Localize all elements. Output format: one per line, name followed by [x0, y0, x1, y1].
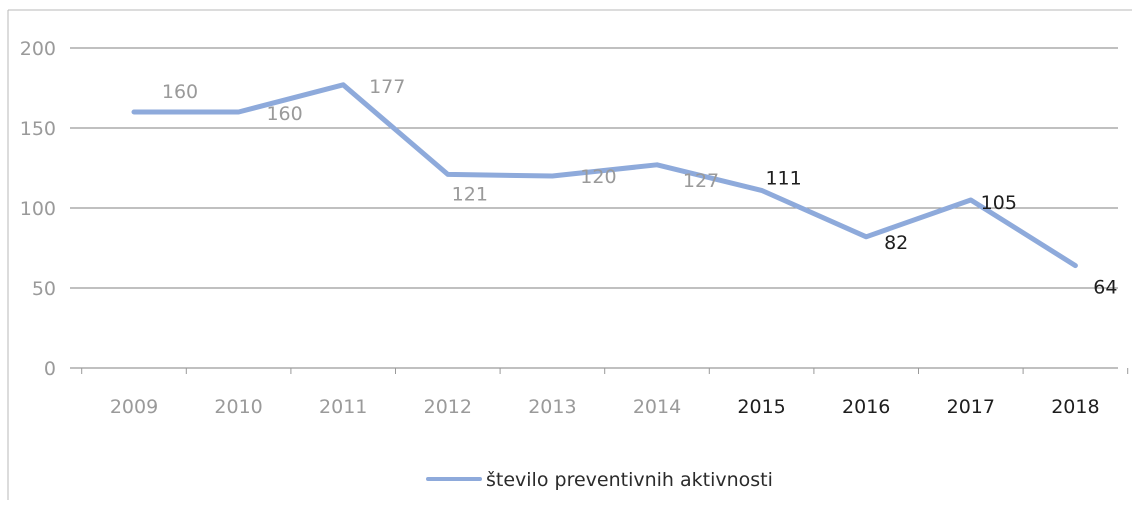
data-label: 120	[580, 166, 616, 188]
data-label: 82	[884, 232, 908, 254]
y-tick-label: 50	[32, 278, 56, 300]
data-label: 160	[266, 103, 302, 125]
data-label: 127	[683, 170, 719, 192]
y-tick-label: 200	[20, 38, 56, 60]
x-tick-label: 2017	[947, 396, 995, 418]
legend: število preventivnih aktivnosti	[426, 469, 773, 491]
x-tick-label: 2016	[842, 396, 890, 418]
data-label: 177	[369, 76, 405, 98]
data-label: 105	[981, 192, 1017, 214]
x-tick-label: 2013	[528, 396, 576, 418]
x-tick-label: 2011	[319, 396, 367, 418]
y-tick-label: 0	[44, 358, 56, 380]
x-tick-label: 2012	[424, 396, 472, 418]
x-axis: 2009 2010 2011 2012 2013 2014 2015 2016 2017 2018	[70, 367, 1129, 418]
y-axis-ticks: 0 50 100 150 200	[20, 38, 56, 380]
data-label: 111	[765, 167, 801, 189]
x-tick-label: 2009	[110, 396, 158, 418]
y-tick-label: 150	[20, 118, 56, 140]
x-tick-label: 2018	[1051, 396, 1099, 418]
data-label: 160	[162, 81, 198, 103]
data-label: 121	[452, 183, 488, 205]
x-tick-label: 2015	[737, 396, 785, 418]
x-tick-label: 2014	[633, 396, 681, 418]
y-tick-label: 100	[20, 198, 56, 220]
legend-label: število preventivnih aktivnosti	[486, 469, 773, 491]
x-tick-label: 2010	[214, 396, 262, 418]
data-label: 64	[1093, 277, 1117, 299]
data-labels: 160 160 177 121 120 127 111 82 105 64	[162, 76, 1118, 299]
series-line	[131, 82, 1078, 269]
series-lines	[131, 82, 1078, 269]
chart-frame	[7, 9, 1132, 500]
